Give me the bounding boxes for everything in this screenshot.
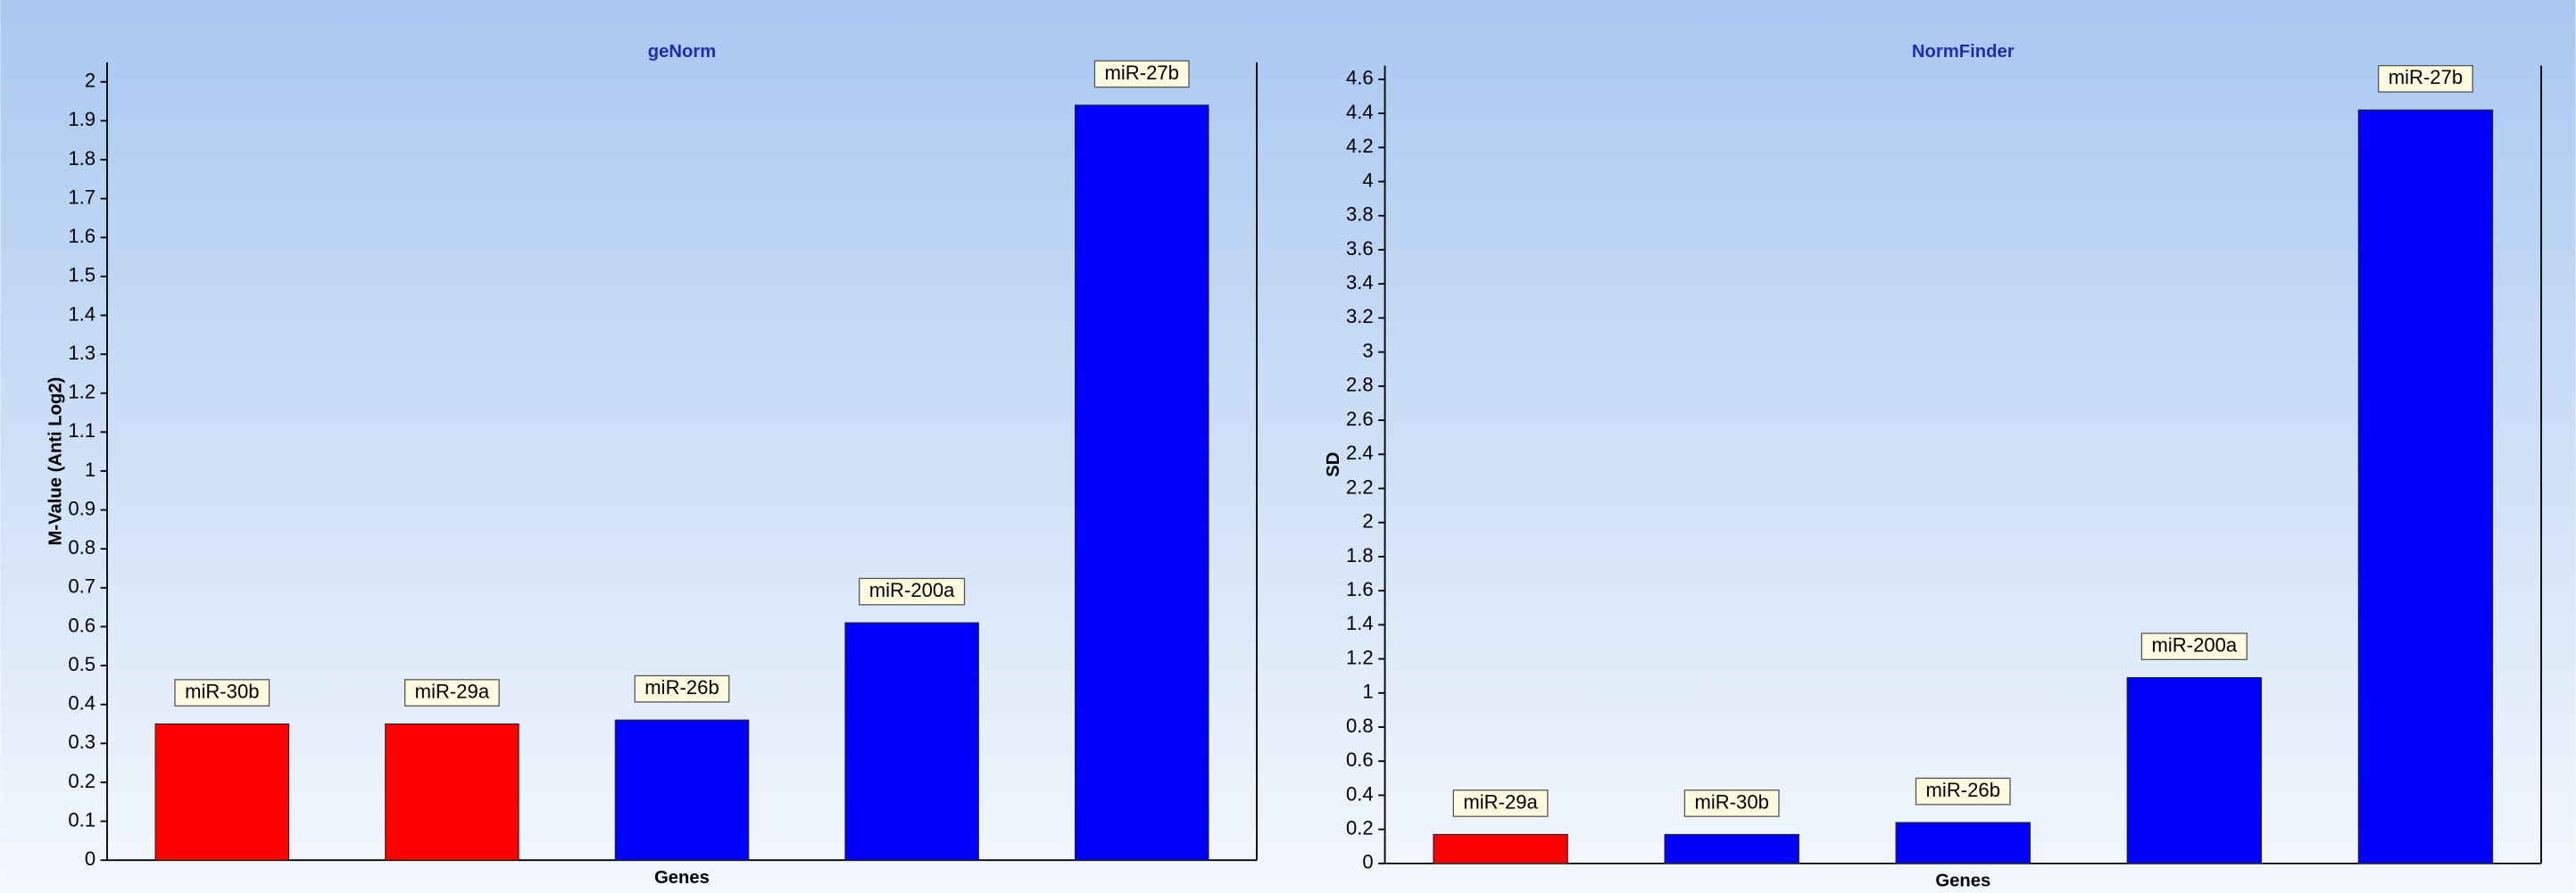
y-tick-label: 0.7 xyxy=(68,575,96,598)
y-axis-title: M-Value (Anti Log2) xyxy=(46,377,65,546)
y-tick-label: 4.2 xyxy=(1346,135,1374,157)
bar-label: miR-30b xyxy=(1694,790,1768,813)
bar xyxy=(2357,109,2494,864)
y-tick-label: 2 xyxy=(85,70,96,92)
y-tick-label: 1.1 xyxy=(68,419,96,442)
bar-label-box xyxy=(2140,633,2248,660)
bar-label-box xyxy=(859,577,966,606)
y-tick-label: 0.4 xyxy=(1346,782,1374,805)
x-axis-title: Genes xyxy=(1935,871,1990,890)
y-tick-label: 0.6 xyxy=(1346,748,1374,771)
bar xyxy=(844,622,979,861)
y-tick-label: 0.8 xyxy=(68,536,96,558)
bar xyxy=(614,719,750,861)
bar-label: miR-26b xyxy=(1926,779,2000,801)
bar xyxy=(385,723,519,861)
chart-title: NormFinder xyxy=(1912,42,2015,62)
bar-label: miR-29a xyxy=(415,680,490,702)
y-tick-label: 1.4 xyxy=(68,302,96,325)
y-tick-label: 0.3 xyxy=(68,731,96,753)
y-tick-label: 2.4 xyxy=(1346,442,1374,464)
bar xyxy=(1433,833,1568,864)
y-tick-label: 3.8 xyxy=(1346,203,1374,226)
y-tick-label: 1.2 xyxy=(1346,646,1374,668)
bar xyxy=(1664,833,1799,864)
chart-title: geNorm xyxy=(648,42,716,62)
y-tick-label: 1.2 xyxy=(68,381,96,403)
bar-label-box xyxy=(1683,790,1780,817)
y-tick-label: 1.6 xyxy=(68,225,96,247)
y-tick-label: 4.6 xyxy=(1346,67,1374,89)
bar xyxy=(1895,822,2031,864)
bar-label: miR-26b xyxy=(644,676,719,699)
y-tick-label: 0.6 xyxy=(68,614,96,636)
y-tick-label: 0 xyxy=(85,848,96,870)
x-axis-title: Genes xyxy=(654,868,710,888)
y-tick-label: 3.4 xyxy=(1346,271,1374,294)
y-tick-label: 3.2 xyxy=(1346,305,1374,327)
bar-label: miR-29a xyxy=(1463,790,1538,813)
y-tick-label: 1.7 xyxy=(68,186,96,208)
y-tick-label: 4 xyxy=(1362,169,1373,191)
y-tick-label: 1 xyxy=(1362,681,1373,703)
y-tick-label: 1.8 xyxy=(68,147,96,170)
y-axis-title: SD xyxy=(1324,452,1343,477)
y-tick-label: 1.4 xyxy=(1346,612,1374,634)
y-tick-label: 0.8 xyxy=(1346,715,1374,737)
bar xyxy=(2126,677,2263,864)
bar-label: miR-200a xyxy=(2151,633,2237,656)
y-tick-label: 2.8 xyxy=(1346,374,1374,396)
bar-label-box xyxy=(1915,777,2011,806)
bar-label-box xyxy=(634,674,730,703)
y-tick-label: 1.5 xyxy=(68,264,96,286)
bar-label: miR-200a xyxy=(869,579,955,601)
bar-label-box xyxy=(1093,60,1190,88)
bar-label-box xyxy=(1452,790,1549,817)
y-tick-label: 3.6 xyxy=(1346,237,1374,260)
bar-label: miR-27b xyxy=(1105,62,1179,84)
bar-label-box xyxy=(174,679,270,707)
y-tick-label: 0.2 xyxy=(68,770,96,792)
y-tick-label: 2.2 xyxy=(1346,475,1374,498)
bar-label-box xyxy=(403,679,500,707)
y-tick-label: 1 xyxy=(85,459,96,481)
y-tick-label: 2 xyxy=(1362,510,1373,533)
y-tick-label: 0.2 xyxy=(1346,816,1374,839)
y-tick-label: 0 xyxy=(1362,851,1373,873)
bar xyxy=(1074,104,1209,861)
y-tick-label: 4.4 xyxy=(1346,101,1374,123)
y-tick-label: 0.4 xyxy=(68,692,96,715)
y-tick-label: 3 xyxy=(1362,339,1373,361)
bar-label: miR-27b xyxy=(2389,66,2463,88)
y-tick-label: 0.9 xyxy=(68,497,96,519)
bar-label-box xyxy=(2378,64,2473,93)
y-tick-label: 1.9 xyxy=(68,108,96,130)
y-tick-label: 1.6 xyxy=(1346,578,1374,600)
bar xyxy=(154,723,290,861)
bar-label: miR-30b xyxy=(185,680,259,702)
y-tick-label: 1.3 xyxy=(68,342,96,364)
y-tick-label: 2.6 xyxy=(1346,408,1374,430)
y-tick-label: 1.8 xyxy=(1346,544,1374,566)
y-tick-label: 0.5 xyxy=(68,653,96,675)
y-tick-label: 0.1 xyxy=(68,808,96,831)
